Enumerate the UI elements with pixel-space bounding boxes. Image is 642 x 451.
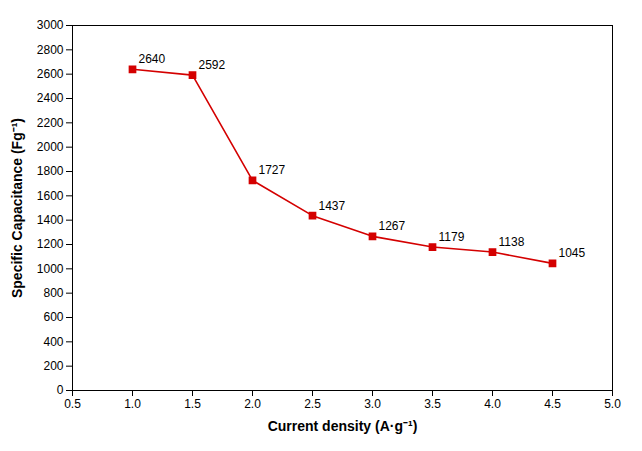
svg-text:1179: 1179 xyxy=(439,230,465,244)
svg-text:3.5: 3.5 xyxy=(424,397,441,411)
svg-text:1045: 1045 xyxy=(559,246,586,260)
svg-text:600: 600 xyxy=(43,310,63,324)
svg-text:1.5: 1.5 xyxy=(184,397,201,411)
svg-text:2.5: 2.5 xyxy=(304,397,321,411)
svg-text:3000: 3000 xyxy=(37,18,64,32)
svg-text:5.0: 5.0 xyxy=(604,397,621,411)
svg-text:2000: 2000 xyxy=(37,140,64,154)
svg-text:1400: 1400 xyxy=(37,213,64,227)
svg-text:1200: 1200 xyxy=(37,237,64,251)
svg-text:2200: 2200 xyxy=(37,116,64,130)
svg-text:Current density (A·g⁻¹): Current density (A·g⁻¹) xyxy=(268,418,418,434)
svg-text:1437: 1437 xyxy=(319,199,346,213)
svg-text:1.0: 1.0 xyxy=(124,397,141,411)
svg-text:1727: 1727 xyxy=(259,163,286,177)
svg-text:200: 200 xyxy=(43,359,63,373)
svg-text:2400: 2400 xyxy=(37,91,64,105)
svg-text:1267: 1267 xyxy=(379,219,406,233)
svg-text:3.0: 3.0 xyxy=(364,397,381,411)
svg-text:0.5: 0.5 xyxy=(64,397,81,411)
svg-text:2592: 2592 xyxy=(199,58,226,72)
svg-text:0: 0 xyxy=(57,383,64,397)
svg-text:4.0: 4.0 xyxy=(484,397,501,411)
svg-text:2600: 2600 xyxy=(37,67,64,81)
svg-text:2.0: 2.0 xyxy=(244,397,261,411)
svg-text:1600: 1600 xyxy=(37,189,64,203)
svg-text:1800: 1800 xyxy=(37,164,64,178)
svg-text:800: 800 xyxy=(43,286,63,300)
svg-text:2640: 2640 xyxy=(139,52,166,66)
svg-text:400: 400 xyxy=(43,335,63,349)
svg-text:1000: 1000 xyxy=(37,262,64,276)
svg-text:2800: 2800 xyxy=(37,43,64,57)
svg-text:4.5: 4.5 xyxy=(544,397,561,411)
svg-text:Specific Capacitance (Fg⁻¹): Specific Capacitance (Fg⁻¹) xyxy=(9,118,25,298)
svg-text:1138: 1138 xyxy=(499,235,525,249)
